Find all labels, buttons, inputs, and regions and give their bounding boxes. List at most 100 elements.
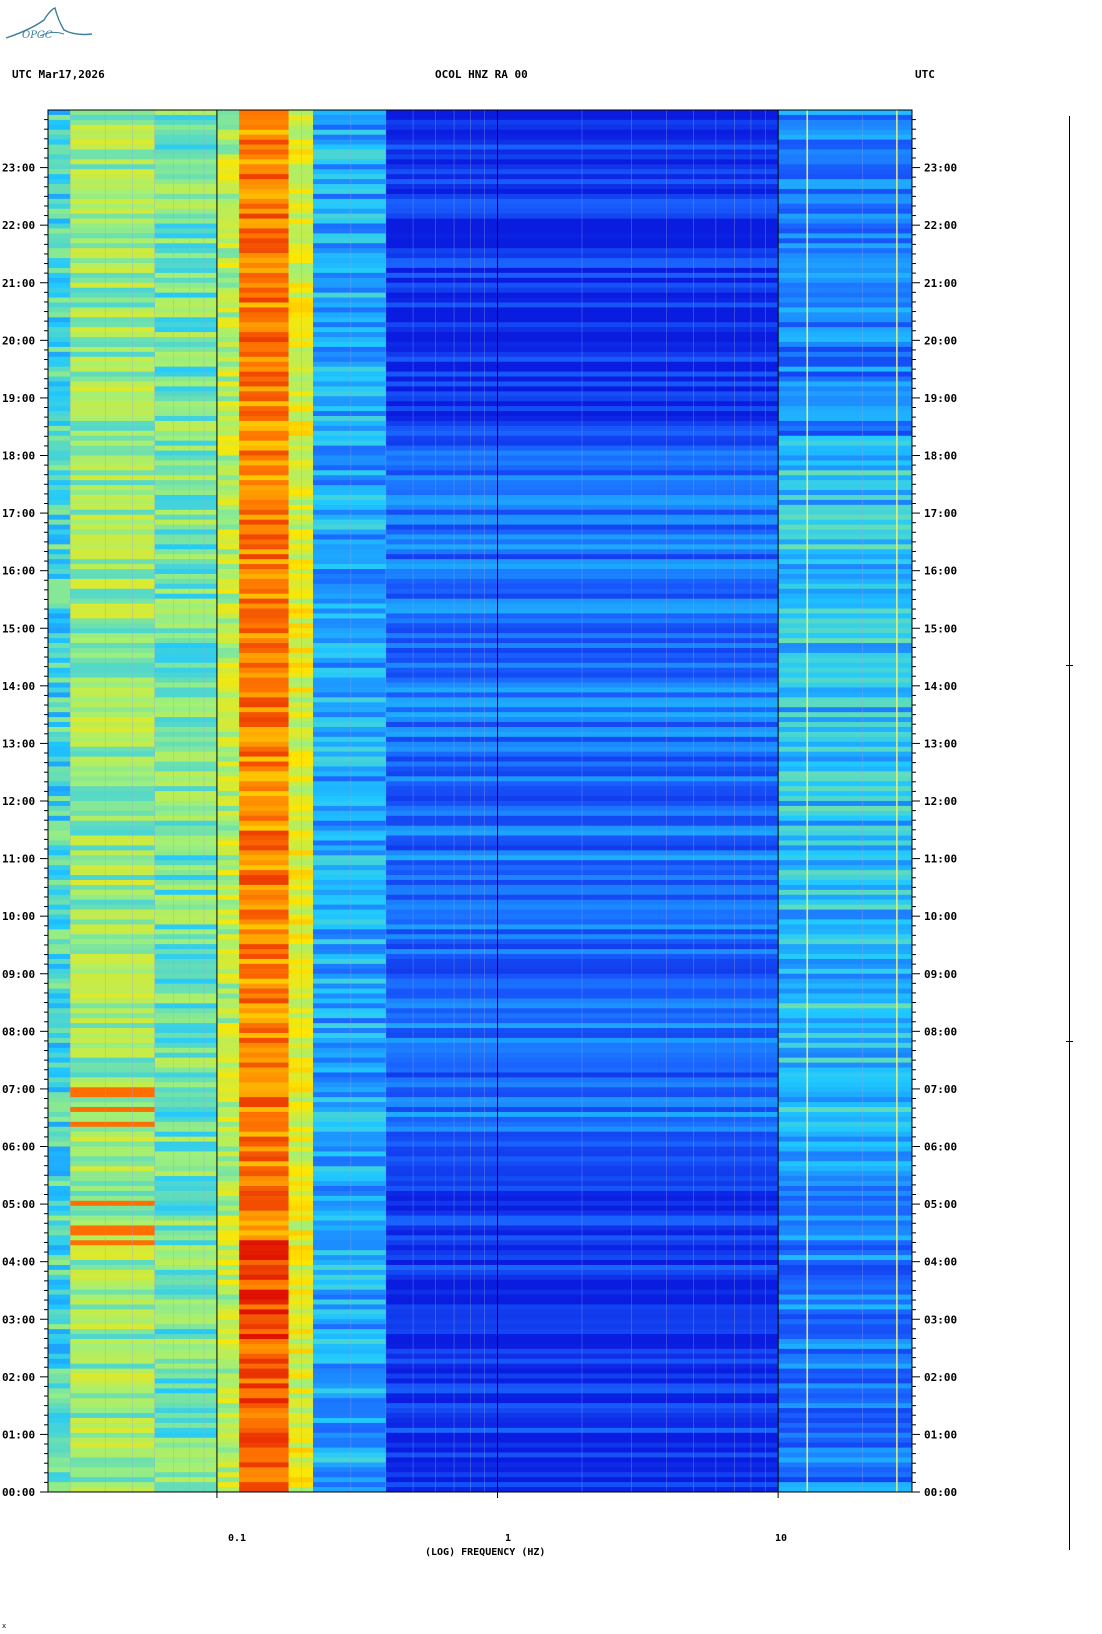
spectrogram-cell <box>216 1348 240 1355</box>
spectrogram-cell <box>778 1274 913 1281</box>
spectrogram-cell <box>154 539 218 545</box>
spectrogram-cell <box>239 1092 290 1098</box>
spectrogram-cell <box>288 1136 314 1143</box>
spectrogram-cell <box>288 722 314 728</box>
spectrogram-cell <box>778 761 913 767</box>
spectrogram-cell <box>778 1309 913 1315</box>
spectrogram-cell <box>778 771 913 777</box>
spectrogram-cell <box>48 569 71 575</box>
spectrogram-cell <box>288 460 314 466</box>
spectrogram-cell <box>239 509 290 516</box>
spectrogram-cell <box>239 494 290 501</box>
spectrogram-cell <box>154 1383 218 1389</box>
spectrogram-cell <box>70 450 156 456</box>
spectrogram-cell <box>313 504 387 511</box>
spectrogram-cell <box>288 1057 314 1064</box>
spectrogram-cell <box>778 519 913 526</box>
spectrogram-cell <box>70 712 156 718</box>
spectrogram-cell <box>70 435 156 442</box>
spectrogram-cell <box>154 583 218 590</box>
spectrogram-cell <box>288 983 314 990</box>
spectrogram-cell <box>313 1200 387 1207</box>
spectrogram-cell <box>70 944 156 950</box>
spectrogram-cell <box>778 307 913 313</box>
spectrogram-cell <box>778 815 913 822</box>
spectrogram-cell <box>239 1472 290 1478</box>
spectrogram-cell <box>778 430 913 437</box>
spectrogram-cell <box>313 455 387 461</box>
spectrogram-cell <box>154 746 218 753</box>
spectrogram-cell <box>288 272 314 279</box>
spectrogram-cell <box>216 1358 240 1365</box>
spectrogram-cell <box>313 1126 387 1133</box>
spectrogram-cell <box>154 1151 218 1157</box>
spectrogram-cell <box>239 1388 290 1394</box>
spectrogram-cell <box>154 830 218 837</box>
y-tick-label-left: 01:00 <box>2 1428 35 1441</box>
y-tick-label-left: 22:00 <box>2 219 35 232</box>
spectrogram-cell <box>778 820 913 827</box>
spectrogram-cell <box>48 179 71 185</box>
spectrogram-cell <box>313 1235 387 1241</box>
spectrogram-cell <box>778 707 913 713</box>
spectrogram-cell <box>288 238 314 244</box>
spectrogram-cell <box>313 1225 387 1231</box>
spectrogram-cell <box>288 1141 314 1147</box>
spectrogram-cell <box>778 124 913 131</box>
spectrogram-cell <box>778 287 913 294</box>
spectrogram-cell <box>778 465 913 471</box>
spectrogram-cell <box>48 1319 71 1325</box>
spectrogram-cell <box>48 707 71 713</box>
spectrogram-cell <box>239 1067 290 1073</box>
spectrogram-cell <box>778 963 913 970</box>
spectrogram-cell <box>313 968 387 975</box>
spectrogram-cell <box>288 746 314 753</box>
spectrogram-cell <box>216 667 240 674</box>
spectrogram-cell <box>216 904 240 911</box>
spectrogram-cell <box>313 317 387 323</box>
spectrogram-cell <box>778 1289 913 1296</box>
spectrogram-cell <box>239 786 290 792</box>
spectrogram-cell <box>288 346 314 353</box>
spectrogram-cell <box>70 218 156 225</box>
spectrogram-cell <box>239 154 290 160</box>
spectrogram-cell <box>778 1102 913 1108</box>
spectrogram-cell <box>216 297 240 303</box>
spectrogram-cell <box>154 835 218 841</box>
spectrogram-cell <box>154 889 218 896</box>
spectrogram-cell <box>216 791 240 797</box>
spectrogram-cell <box>154 1225 218 1231</box>
spectrogram-cell <box>70 119 156 126</box>
spectrogram-cell <box>288 1176 314 1182</box>
spectrogram-cell <box>288 1018 314 1024</box>
spectrogram-cell <box>239 1136 290 1143</box>
spectrogram-cell <box>216 914 240 920</box>
spectrogram-cell <box>48 1028 71 1034</box>
spectrogram-cell <box>778 213 913 220</box>
spectrogram-cell <box>70 583 156 590</box>
spectrogram-cell <box>313 1092 387 1098</box>
spectrogram-cell <box>288 174 314 180</box>
spectrogram-cell <box>778 198 913 205</box>
spectrogram-cell <box>48 188 71 195</box>
spectrogram-cell <box>239 184 290 190</box>
spectrogram-cell <box>313 1422 387 1429</box>
spectrogram-cell <box>778 1161 913 1167</box>
spectrogram-cell <box>216 203 240 210</box>
spectrogram-cell <box>288 726 314 733</box>
spectrogram-cell <box>216 958 240 965</box>
spectrogram-cell <box>313 1383 387 1389</box>
spectrogram-cell <box>48 1245 71 1251</box>
spectrogram-cell <box>313 184 387 190</box>
spectrogram-cell <box>48 292 71 299</box>
spectrogram-cell <box>70 1324 156 1330</box>
spectrogram-cell <box>70 958 156 965</box>
spectrogram-cell <box>288 1452 314 1458</box>
spectrogram-cell <box>239 1166 290 1172</box>
spectrogram-cell <box>288 963 314 970</box>
spectrogram-cell <box>239 909 290 916</box>
spectrogram-cell <box>154 1472 218 1478</box>
spectrogram-cell <box>288 494 314 501</box>
spectrogram-cell <box>313 810 387 817</box>
spectrogram-cell <box>313 539 387 545</box>
